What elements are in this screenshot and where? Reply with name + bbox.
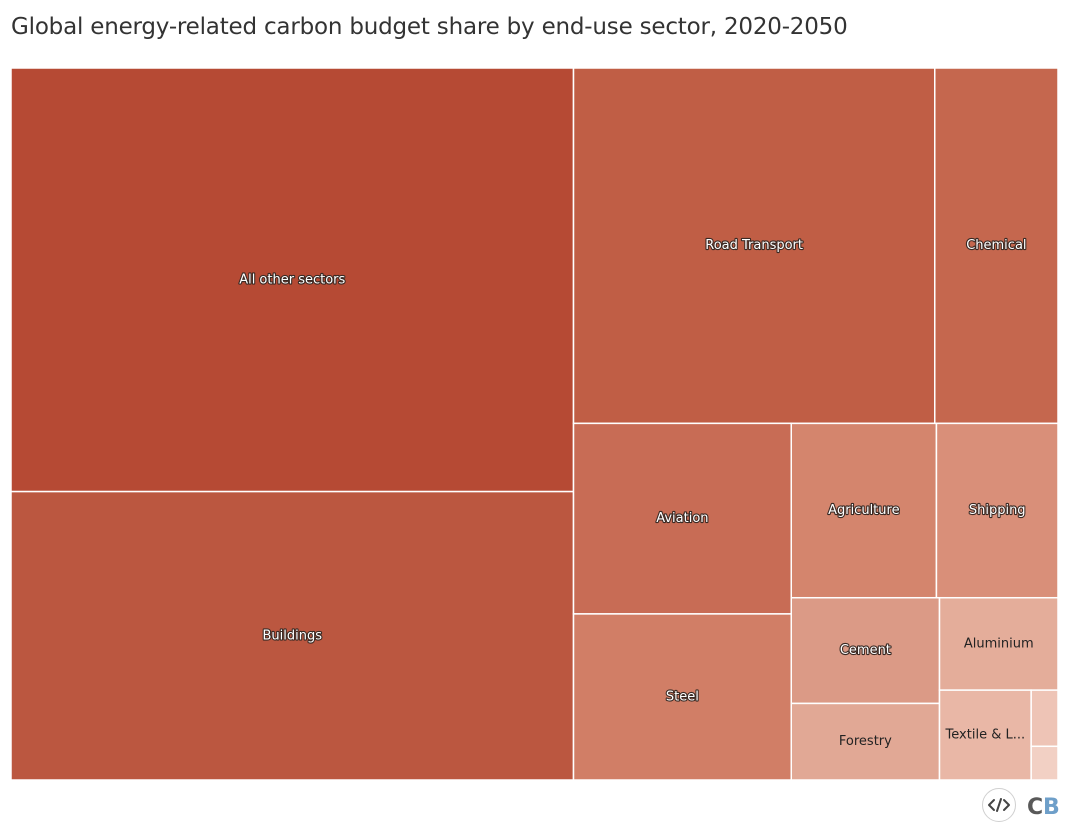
treemap-tile-unlabeled-12[interactable] bbox=[1030, 689, 1059, 748]
treemap-label-buildings: Buildings bbox=[262, 628, 322, 643]
treemap-label-steel: Steel bbox=[666, 689, 699, 704]
treemap-label-aviation: Aviation bbox=[656, 511, 708, 526]
code-icon bbox=[988, 798, 1010, 812]
treemap-tile-buildings[interactable] bbox=[10, 490, 575, 781]
treemap-tile-chemical[interactable] bbox=[934, 67, 1059, 425]
treemap-tile-all-other-sectors[interactable] bbox=[10, 67, 575, 493]
chart-title: Global energy-related carbon budget shar… bbox=[11, 14, 848, 40]
treemap-tile-steel[interactable] bbox=[572, 613, 792, 781]
treemap-label-forestry: Forestry bbox=[839, 734, 892, 749]
treemap-label-aluminium: Aluminium bbox=[964, 636, 1034, 651]
treemap-label-road-transport: Road Transport bbox=[705, 238, 803, 253]
treemap-label-agriculture: Agriculture bbox=[828, 503, 900, 518]
svg-text:B: B bbox=[1043, 795, 1060, 820]
treemap-label-shipping: Shipping bbox=[969, 503, 1026, 518]
treemap-tile-road-transport[interactable] bbox=[572, 67, 936, 425]
treemap-tile-cement[interactable] bbox=[790, 596, 941, 705]
treemap-tile-shipping[interactable] bbox=[935, 422, 1059, 599]
embed-code-button[interactable] bbox=[982, 788, 1016, 822]
treemap-label-textile-l: Textile & L... bbox=[945, 728, 1026, 743]
treemap-tile-textile-l[interactable] bbox=[938, 689, 1032, 781]
treemap-tile-unlabeled-13[interactable] bbox=[1030, 745, 1059, 781]
carbon-brief-logo[interactable]: C B bbox=[1026, 788, 1062, 822]
treemap-tile-agriculture[interactable] bbox=[790, 422, 938, 599]
treemap-label-chemical: Chemical bbox=[966, 238, 1026, 253]
treemap-label-all-other-sectors: All other sectors bbox=[239, 272, 345, 287]
treemap-label-cement: Cement bbox=[840, 643, 891, 658]
svg-text:C: C bbox=[1027, 795, 1043, 820]
treemap-tile-forestry[interactable] bbox=[790, 702, 941, 781]
